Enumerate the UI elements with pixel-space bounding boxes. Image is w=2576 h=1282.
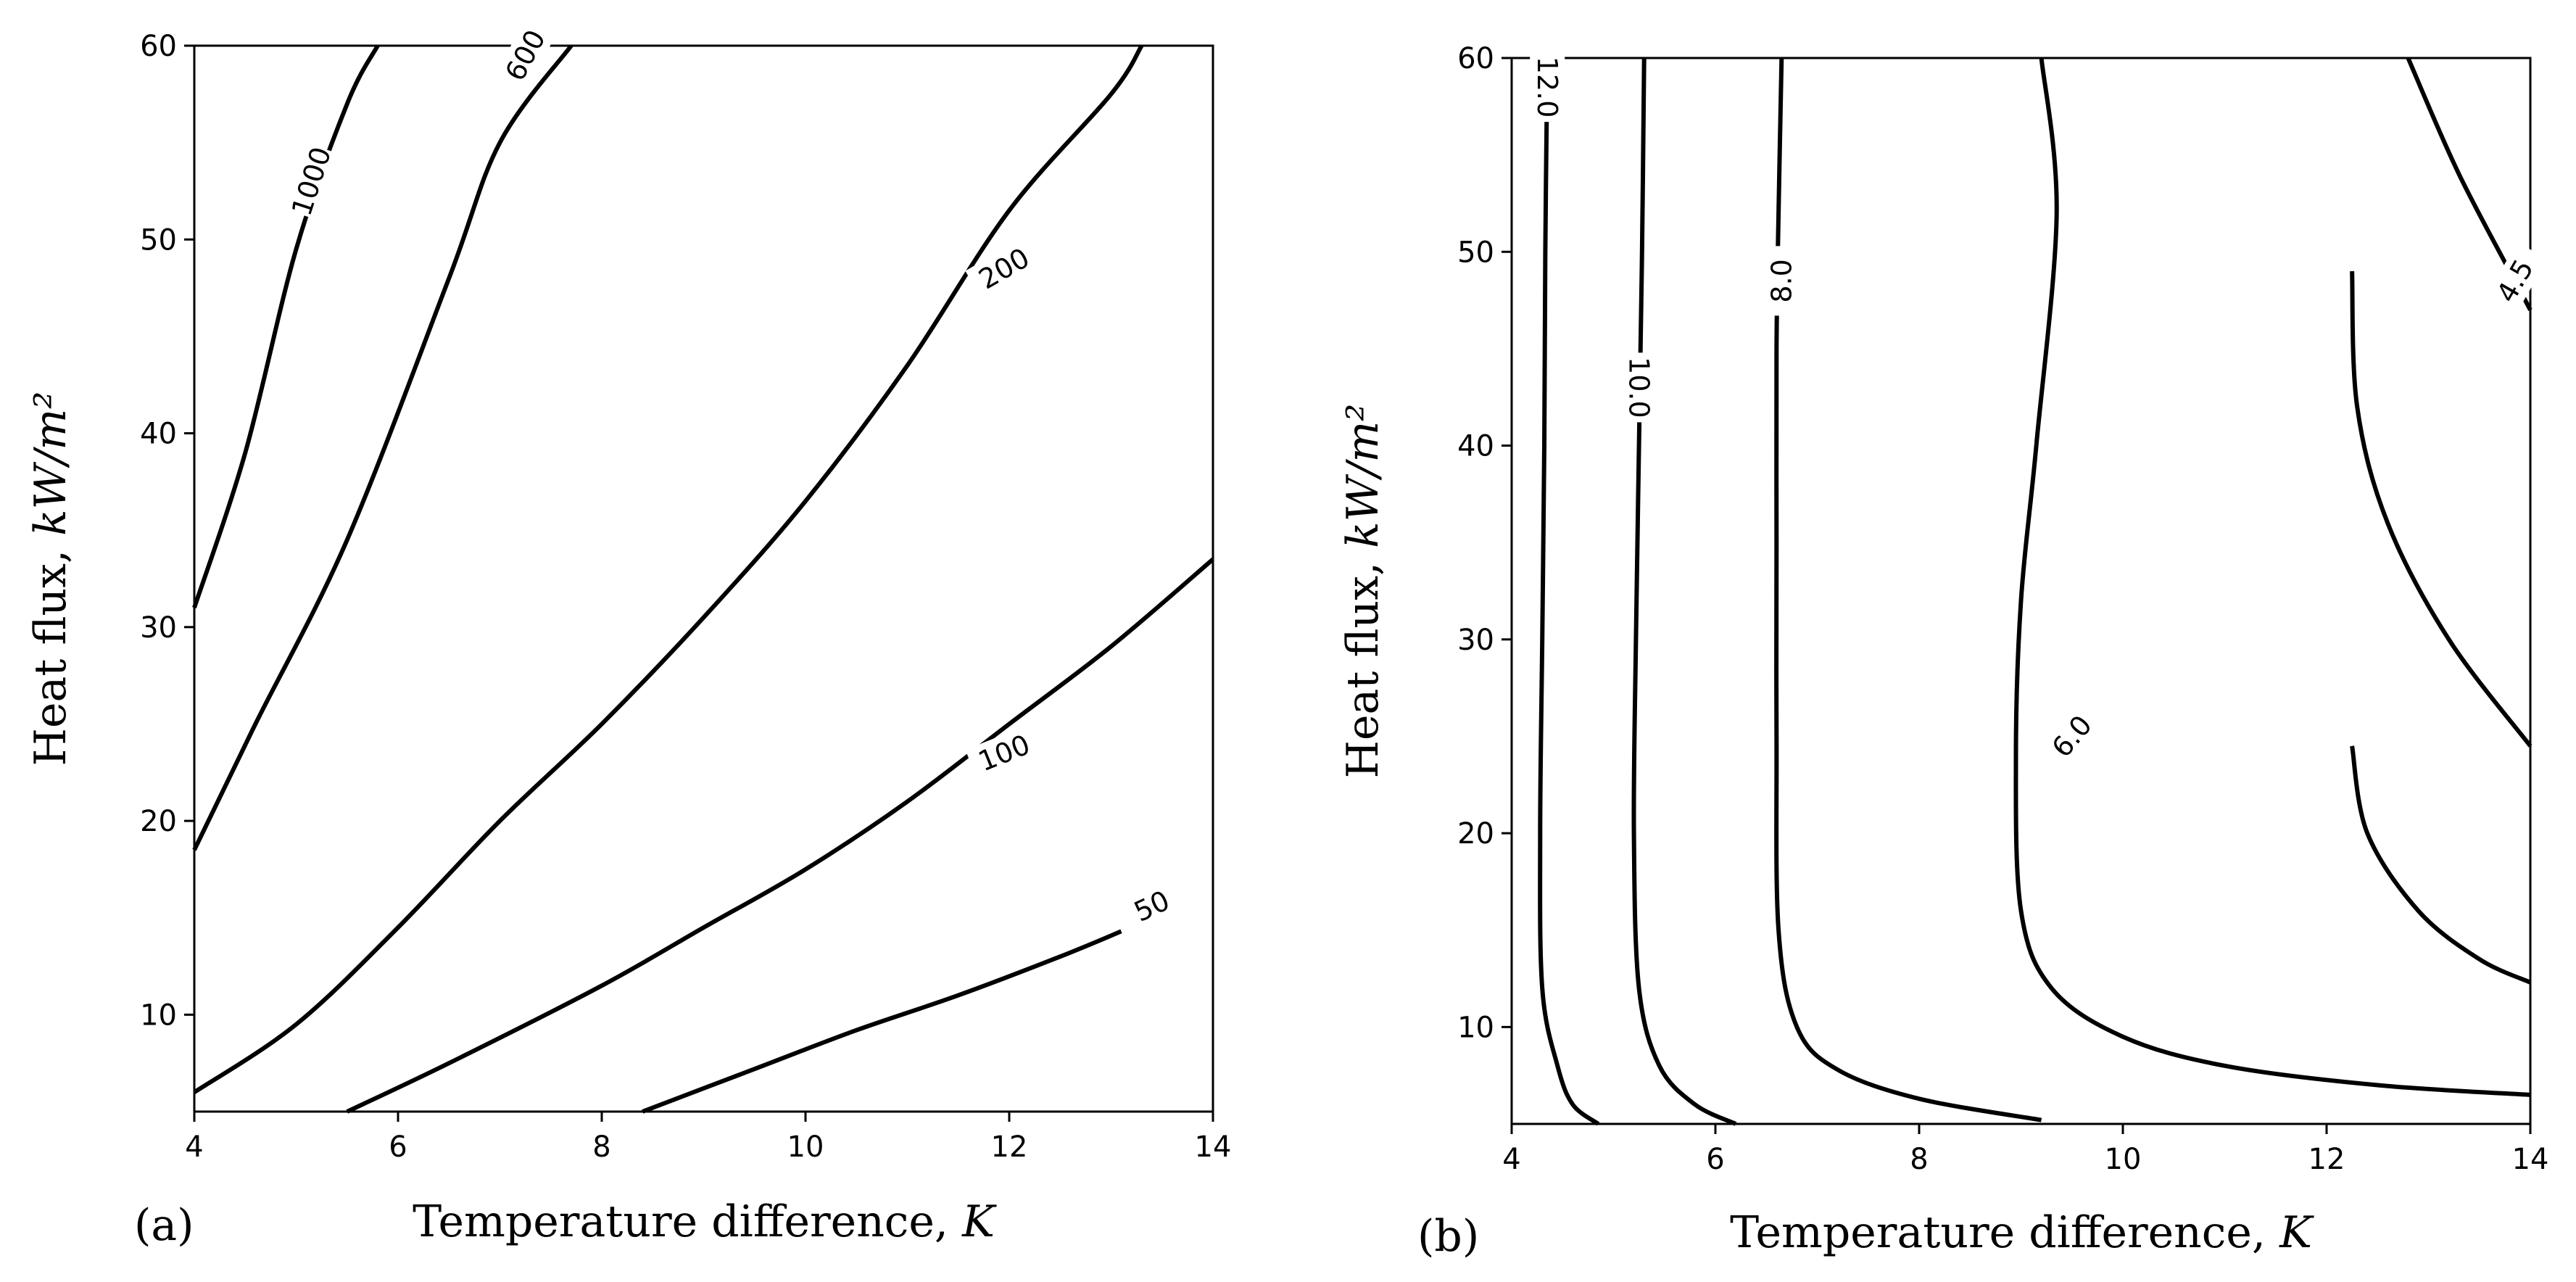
panel-b-x-axis-label: Temperature difference, K [1730,1207,2314,1258]
x-tick-label: 10 [2105,1143,2142,1176]
contour-line-12.0 [1538,57,1600,1126]
x-tick-label: 14 [1195,1130,1232,1164]
contour-label-knockout [2036,698,2108,774]
panel-b-contour-labels: 12.010.08.06.04.5 [1530,52,2548,774]
contour-line-unlabeled [2350,745,2532,985]
contour-label-knockout [1530,52,1565,123]
x-tick-label: 8 [1910,1143,1928,1176]
contour-label-knockout [1113,875,1191,937]
y-tick-label: 40 [1457,430,1494,463]
contour-line-600 [192,44,573,851]
panel-a-label: (a) [134,1200,194,1251]
y-tick-label: 50 [140,223,177,257]
x-tick-label: 8 [592,1130,610,1164]
y-tick-label: 20 [1457,817,1494,851]
panel-a-contours [192,44,1214,1114]
y-tick-label: 10 [140,998,177,1032]
x-tick-label: 14 [2512,1143,2549,1176]
x-tick-label: 4 [185,1130,203,1164]
y-tick-label: 60 [140,30,177,63]
contour-label-knockout [965,236,1043,302]
y-tick-label: 60 [1457,42,1494,75]
contour-label-10.0: 10.0 [1623,357,1655,418]
contour-label-knockout [1621,352,1657,423]
contour-line-200 [193,44,1144,1094]
contour-label-8.0: 8.0 [1765,259,1797,302]
contour-line-8.0 [1774,57,2042,1122]
contour-line-50 [642,929,1122,1114]
contour-line-4.5 [2406,57,2532,311]
panel-b-label: (b) [1417,1211,1479,1262]
x-tick-label: 12 [991,1130,1028,1164]
y-tick-label: 40 [140,418,177,451]
y-tick-label: 30 [140,611,177,645]
x-tick-label: 6 [389,1130,407,1164]
panel-b-contours [1538,57,2532,1126]
contour-line-1000 [192,44,380,609]
contour-label-knockout [283,143,339,220]
panel-b-axis-ticks: 4 6 8 10 12 14 10 20 30 40 50 60 [1457,42,2548,1176]
y-tick-label: 20 [140,805,177,838]
contour-label-knockout [965,724,1043,782]
panel-a-y-axis-label: Heat flux, kW/m² [25,392,76,766]
panel-a-x-axis-label: Temperature difference, K [413,1196,997,1247]
y-tick-label: 30 [1457,624,1494,657]
panel-a-plot-frame [193,44,1214,1113]
panel-b-plot-frame [1510,57,2532,1125]
panel-a-axis-ticks: 4 6 8 10 12 14 10 20 30 40 50 60 [140,30,1231,1164]
y-tick-label: 10 [1457,1011,1494,1044]
panel-b-y-axis-label: Heat flux, kW/m² [1338,404,1388,779]
contour-label-knockout [493,16,558,95]
contour-line-unlabeled [2350,270,2532,748]
x-tick-label: 10 [787,1130,824,1164]
contour-line-10.0 [1631,57,1737,1126]
contour-line-6.0 [2013,57,2531,1097]
contour-label-knockout [2482,241,2548,320]
contour-line-100 [346,558,1214,1114]
x-tick-label: 12 [2308,1143,2345,1176]
contour-label-knockout [1764,246,1800,316]
x-tick-label: 4 [1502,1143,1520,1176]
x-tick-label: 6 [1706,1143,1724,1176]
y-tick-label: 50 [1457,236,1494,269]
contour-label-12.0: 12.0 [1531,57,1563,118]
